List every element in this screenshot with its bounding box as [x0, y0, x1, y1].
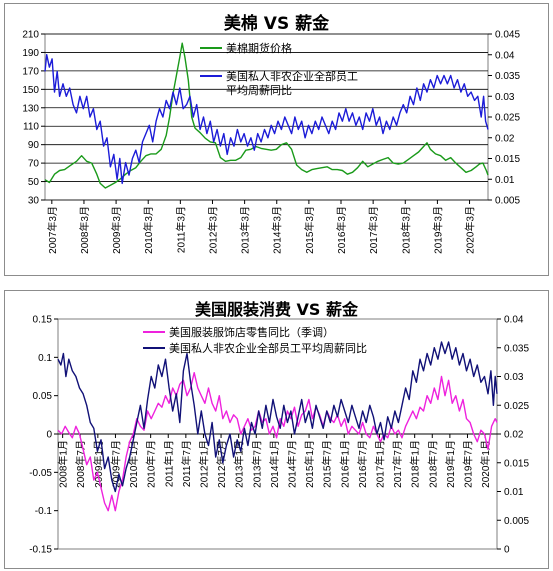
y2-tick-label: 0.025 [495, 113, 520, 124]
x-tick-label: 2016年7月 [356, 440, 369, 488]
y-tick-label: 130 [22, 103, 39, 114]
x-tick-label: 2018年1月 [409, 440, 422, 488]
y2-tick-label: 0.035 [504, 343, 529, 354]
legend-label: 美国私人非农企业全部员工 [226, 69, 358, 83]
y2-tick-label: 0.01 [504, 487, 524, 498]
x-tick-label: 2007年3月 [46, 206, 59, 254]
y2-tick-label: 0.015 [495, 154, 520, 165]
x-tick-label: 2013年3月 [239, 206, 252, 254]
apparel-vs-wage-plot: 0.15 0.1 0.05 0 -0.05 -0.1 -0.15 0.04 0.035 0.03 0… [29, 315, 529, 556]
series-line-1 [44, 54, 489, 185]
y-tick-label: 0.1 [38, 353, 52, 364]
y-tick-label: -0.1 [35, 506, 53, 517]
y-tick-label: -0.15 [29, 545, 52, 556]
x-tick-label: 2009年3月 [110, 206, 123, 254]
y-tick-label: 70 [28, 159, 40, 170]
legend-label: 美国服装服饰店零售同比（季调） [169, 325, 334, 339]
x-tick-label: 2013年1月 [233, 440, 246, 488]
y2-tick-label: 0.01 [495, 175, 515, 186]
y-tick-label: 90 [28, 140, 40, 151]
x-tick-label: 2008年1月 [57, 440, 70, 488]
y2-tick-label: 0.03 [495, 92, 515, 103]
x-tick-label: 2017年3月 [367, 206, 380, 254]
x-tick-label: 2020年1月 [479, 440, 492, 488]
y-tick-label: 0.15 [33, 315, 53, 326]
x-tick-label: 2011年1月 [162, 440, 175, 487]
y-tick-label: 50 [28, 177, 40, 188]
legend-label: 美国私人非农企业全部员工平均周薪同比 [169, 341, 367, 355]
y2-tick-label: 0.025 [504, 401, 529, 412]
legend-label: 美棉期货价格 [226, 41, 292, 55]
y-tick-label: 190 [22, 48, 39, 59]
x-tick-label: 2008年3月 [78, 206, 91, 254]
x-tick-label: 2015年3月 [303, 206, 316, 254]
x-tick-label: 2020年3月 [464, 206, 477, 254]
x-tick-label: 2014年1月 [268, 440, 281, 488]
x-tick-label: 2012年3月 [206, 206, 219, 254]
x-tick-label: 2018年7月 [426, 440, 439, 488]
x-tick-label: 2014年3月 [271, 206, 284, 254]
x-tick-label: 2008年7月 [74, 440, 87, 488]
y2-tick-label: 0.005 [495, 196, 520, 207]
y2-tick-label: 0.02 [504, 430, 524, 441]
x-tick-label: 2019年7月 [461, 440, 474, 488]
y2-tick-label: 0.04 [495, 50, 515, 61]
y2-tick-label: 0.045 [495, 30, 520, 41]
x-tick-label: 2016年1月 [338, 440, 351, 488]
cotton-vs-wage-plot: 210 190 170 150 130 110 90 70 50 30 0.045 0.04 0.035… [22, 30, 520, 254]
x-tick-label: 2013年7月 [250, 440, 263, 488]
y-tick-label: 0.05 [33, 391, 53, 402]
cotton-vs-wage-chart: 美棉 VS 薪金 210 190 170 150 130 110 90 70 50 30 0.045… [4, 3, 549, 276]
plot-area [44, 33, 489, 201]
y2-tick-label: 0.005 [504, 516, 529, 527]
x-tick-label: 2011年3月 [174, 206, 187, 253]
x-tick-label: 2017年7月 [391, 440, 404, 488]
x-tick-label: 2016年3月 [335, 206, 348, 254]
series-line-0 [57, 372, 498, 512]
apparel-vs-wage-chart: 美国服装消费 VS 薪金 0.15 0.1 0.05 0 -0.05 -0.1 -0.15 0… [4, 290, 549, 569]
y-tick-label: 0 [46, 430, 52, 441]
legend-label: 平均周薪同比 [226, 84, 292, 97]
y2-tick-label: 0.02 [495, 133, 515, 144]
y2-tick-label: 0 [504, 545, 510, 556]
x-tick-label: 2019年3月 [431, 206, 444, 254]
x-tick-label: 2012年1月 [197, 440, 210, 488]
chart-title: 美国服装消费 VS 薪金 [194, 300, 359, 319]
chart-title: 美棉 VS 薪金 [223, 14, 330, 34]
x-tick-label: 2015年1月 [303, 440, 316, 488]
x-tick-label: 2014年7月 [285, 440, 298, 488]
y-tick-label: 150 [22, 85, 39, 96]
y2-tick-label: 0.04 [504, 315, 524, 326]
series-line-1 [57, 341, 498, 493]
x-tick-label: 2010年3月 [142, 206, 155, 254]
y-tick-label: -0.05 [29, 468, 52, 479]
y-tick-label: 170 [22, 66, 39, 77]
x-tick-label: 2018年3月 [399, 206, 412, 254]
x-tick-label: 2011年7月 [180, 440, 193, 487]
y2-tick-label: 0.015 [504, 458, 529, 469]
y-tick-label: 110 [23, 122, 39, 133]
y-tick-label: 30 [28, 196, 40, 207]
y2-tick-label: 0.035 [495, 71, 520, 82]
x-tick-label: 2017年1月 [373, 440, 386, 488]
x-tick-label: 2015年7月 [321, 440, 334, 488]
y2-tick-label: 0.03 [504, 372, 524, 383]
x-tick-label: 2019年1月 [444, 440, 457, 488]
y-tick-label: 210 [22, 30, 39, 41]
x-tick-label: 2010年7月 [145, 440, 158, 488]
